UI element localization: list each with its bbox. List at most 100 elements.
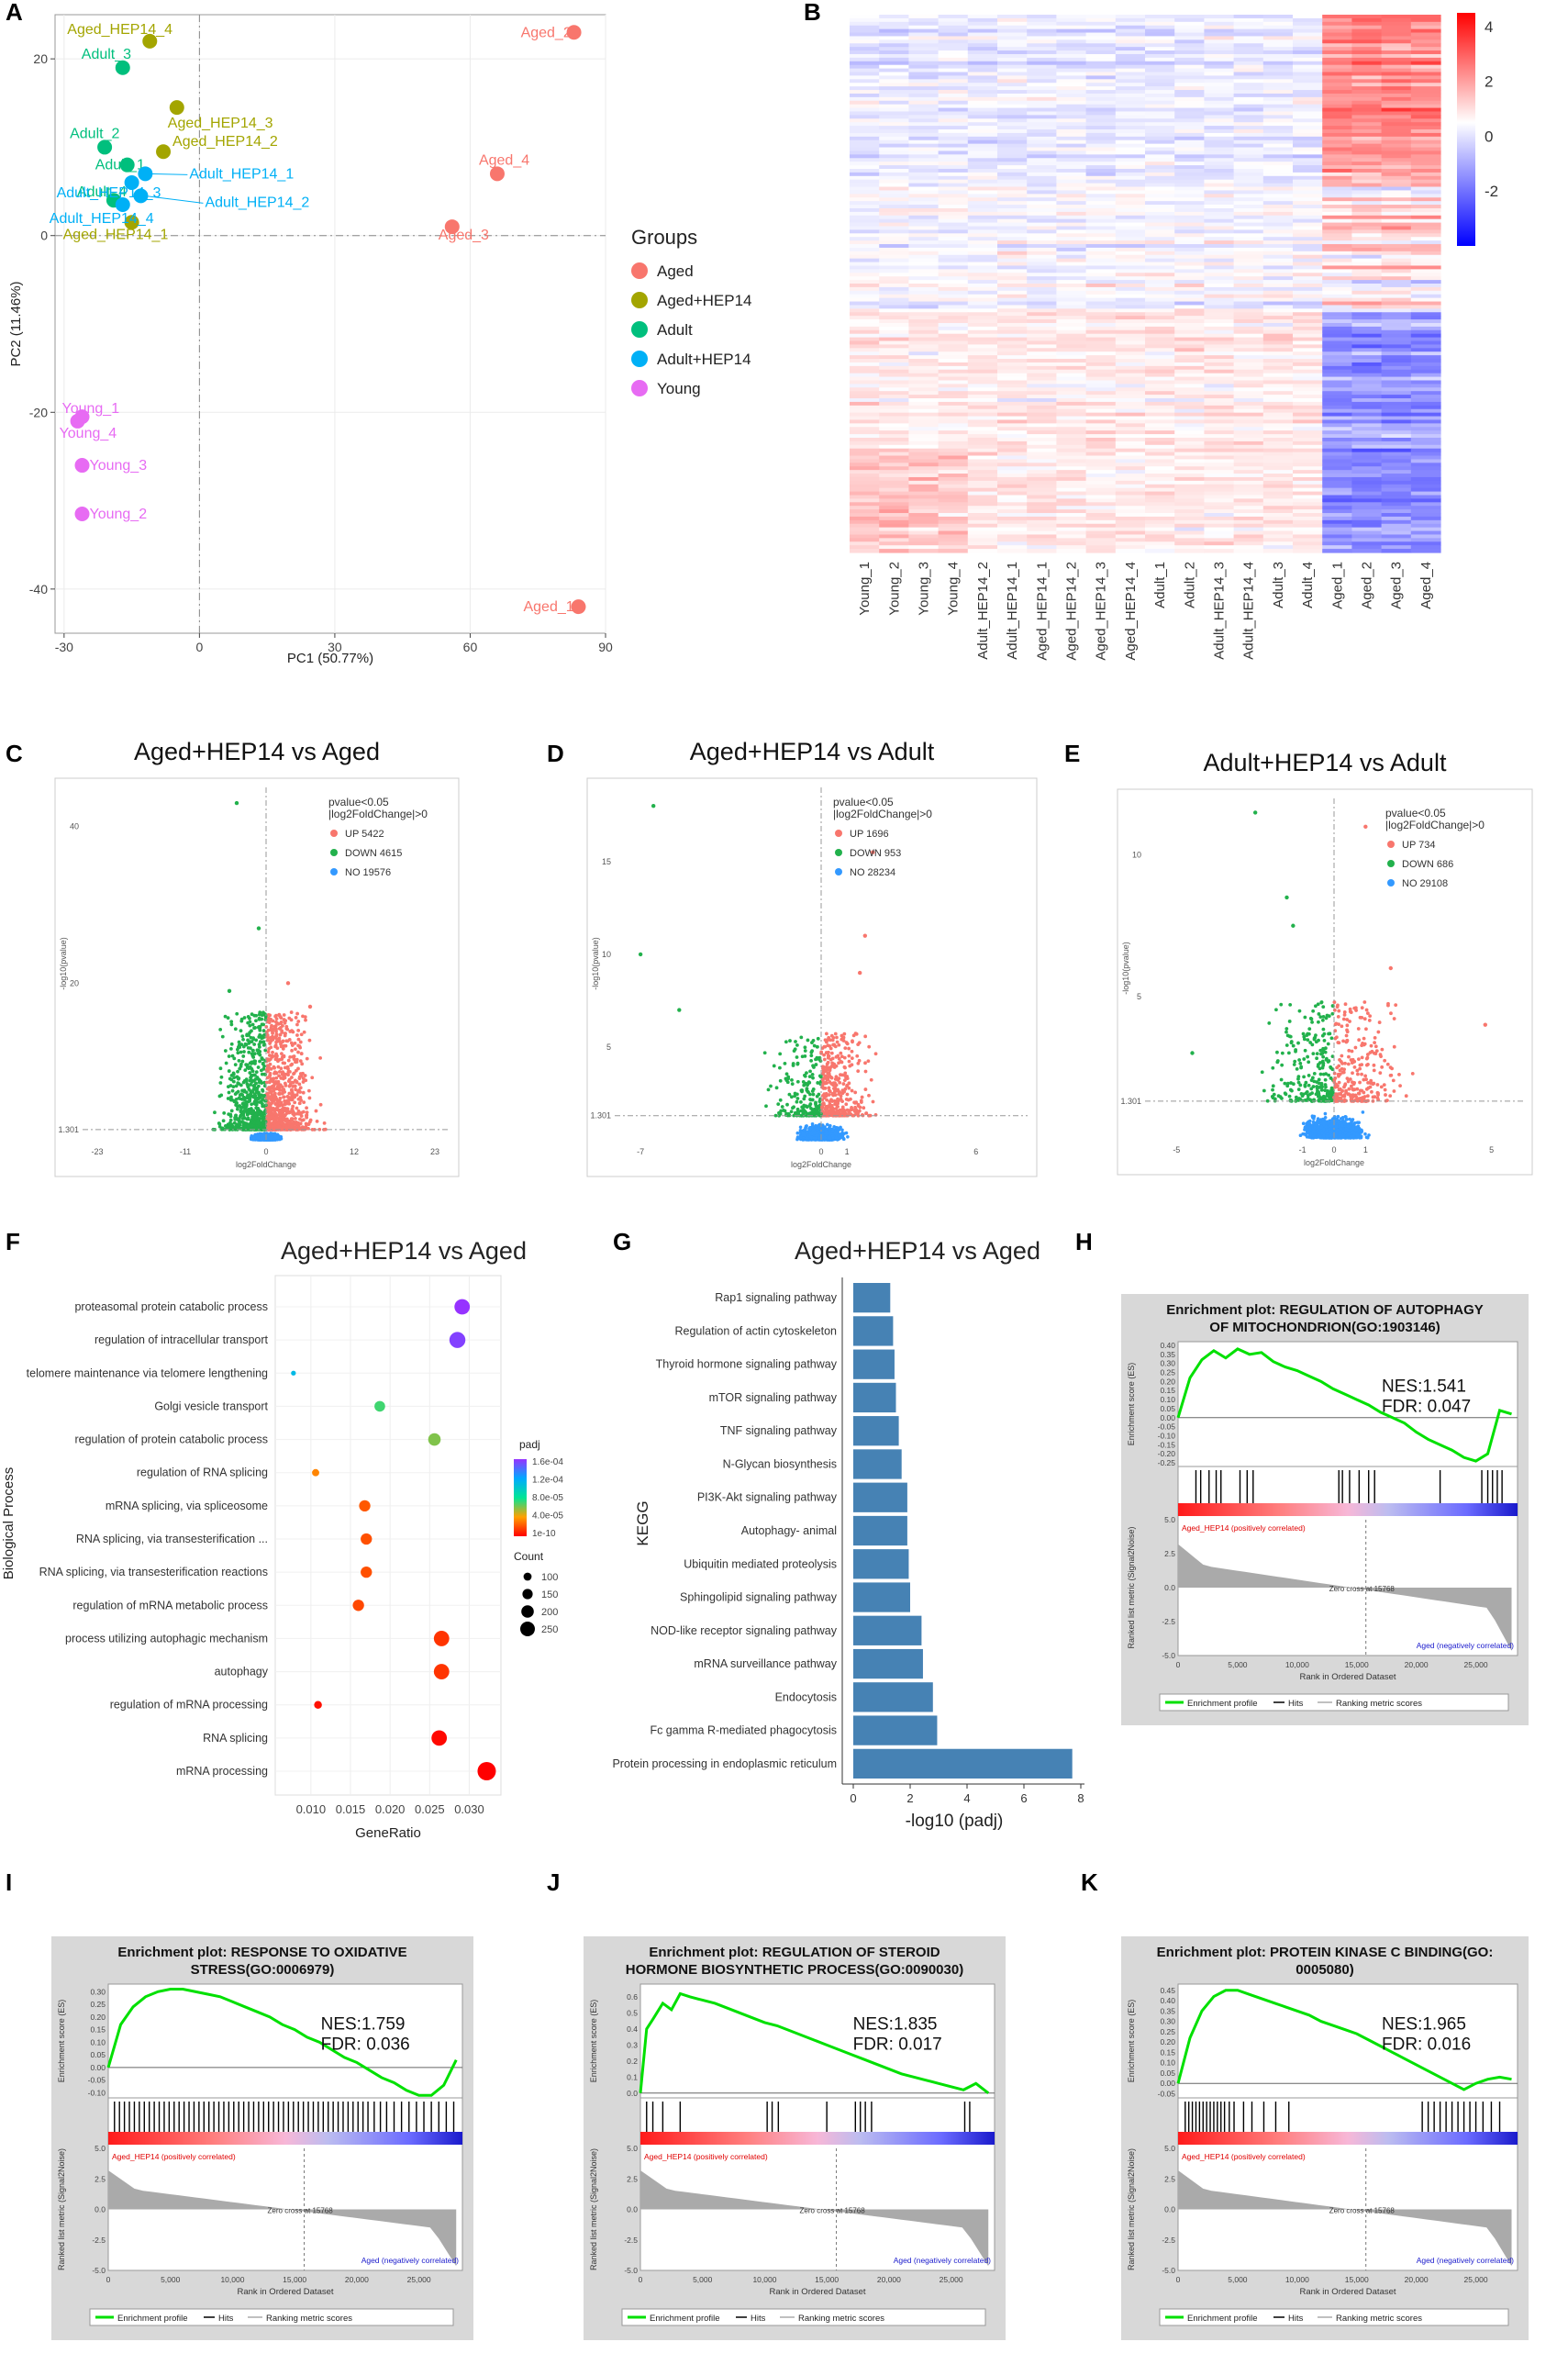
pca-point-label: Adult_HEP14_4 xyxy=(50,211,154,227)
heatmap-cell xyxy=(1115,384,1146,388)
heatmap-cell xyxy=(1233,294,1264,299)
heatmap-cell xyxy=(1262,273,1294,277)
heatmap-cell xyxy=(1174,233,1205,238)
heatmap-cell xyxy=(1293,280,1323,284)
heatmap-cell xyxy=(1381,244,1412,249)
heatmap-cell xyxy=(1115,466,1146,471)
heatmap-cell xyxy=(1204,487,1235,493)
pca-point xyxy=(142,33,158,49)
heatmap-cell xyxy=(1085,387,1117,392)
heatmap-cell xyxy=(938,384,969,388)
heatmap-cell xyxy=(1381,316,1412,320)
heatmap-cell xyxy=(997,423,1028,428)
heatmap-cell xyxy=(1351,284,1383,288)
heatmap-cell xyxy=(1056,165,1087,170)
heatmap-cell xyxy=(1233,365,1264,371)
heatmap-cell xyxy=(1322,168,1352,173)
volcano-point-sig xyxy=(229,1109,234,1113)
heatmap-cell xyxy=(1351,359,1383,363)
heatmap-cell xyxy=(997,162,1028,166)
heatmap-cell xyxy=(1145,154,1175,159)
heatmap-cell xyxy=(1381,408,1412,414)
heatmap-cell xyxy=(1233,495,1264,499)
heatmap-cell xyxy=(1056,376,1087,382)
heatmap-cell xyxy=(1174,333,1205,339)
heatmap-cell xyxy=(1085,218,1117,224)
heatmap-cell xyxy=(908,440,940,446)
heatmap-cell xyxy=(1322,83,1352,87)
heatmap-cell xyxy=(1262,329,1294,335)
heatmap-cell xyxy=(967,143,998,149)
heatmap-cell xyxy=(1381,215,1412,220)
heatmap-cell xyxy=(997,316,1028,320)
heatmap-cell xyxy=(1233,391,1264,396)
heatmap-cell xyxy=(1174,391,1205,396)
heatmap-cell xyxy=(1085,297,1117,303)
heatmap-cell xyxy=(997,247,1028,252)
heatmap-cell xyxy=(1056,50,1087,55)
heatmap-cell xyxy=(1085,115,1117,119)
heatmap-cell xyxy=(1322,262,1352,267)
volcano-point-sig xyxy=(290,1048,294,1053)
heatmap-cell xyxy=(1115,308,1146,313)
heatmap-cell xyxy=(1174,412,1205,418)
heatmap-cell xyxy=(1262,398,1294,403)
heatmap-cell xyxy=(1085,476,1117,482)
heatmap-cell xyxy=(1145,416,1175,421)
volcano-point-ns xyxy=(254,1133,258,1138)
heatmap-cell xyxy=(1410,359,1441,363)
heatmap-cell xyxy=(1204,96,1235,102)
heatmap-cell xyxy=(1085,545,1117,550)
heatmap-cell xyxy=(1085,395,1117,399)
heatmap-cell xyxy=(1262,183,1294,188)
heatmap-cell xyxy=(1293,68,1323,73)
heatmap-cell xyxy=(1293,322,1323,328)
heatmap-cell xyxy=(1293,384,1323,388)
heatmap-cell xyxy=(1027,506,1057,510)
heatmap-cell xyxy=(938,86,969,91)
volcano-point-sig xyxy=(229,1022,234,1027)
heatmap-cell xyxy=(997,348,1028,352)
heatmap-cell xyxy=(1351,93,1383,98)
heatmap-cell xyxy=(1027,132,1057,138)
heatmap-cell xyxy=(1145,233,1175,238)
heatmap-cell xyxy=(1381,126,1412,130)
heatmap-cell xyxy=(1056,136,1087,141)
heatmap-cell xyxy=(1204,136,1235,141)
heatmap-cell xyxy=(1410,237,1441,241)
heatmap-cell xyxy=(1115,273,1146,277)
heatmap-cell xyxy=(967,455,998,461)
heatmap-cell xyxy=(1233,273,1264,277)
heatmap-cell xyxy=(850,284,880,288)
heatmap-cell xyxy=(850,107,880,113)
heatmap-cell xyxy=(938,351,969,356)
heatmap-cell xyxy=(1293,459,1323,463)
heatmap-cell xyxy=(967,384,998,388)
heatmap-cell xyxy=(997,258,1028,263)
heatmap-cell xyxy=(1174,229,1205,234)
heatmap-cell xyxy=(1293,39,1323,44)
heatmap-cell xyxy=(1027,297,1057,303)
heatmap-cell xyxy=(1351,448,1383,453)
heatmap-cell xyxy=(1056,498,1087,503)
heatmap-cell xyxy=(879,28,909,34)
heatmap-cell xyxy=(1233,312,1264,317)
heatmap-cell xyxy=(908,118,940,123)
pca-legend-label: Aged+HEP14 xyxy=(657,292,752,309)
heatmap-cell xyxy=(938,530,969,536)
heatmap-cell xyxy=(1351,502,1383,507)
heatmap-cell xyxy=(938,262,969,267)
heatmap-cell xyxy=(1410,434,1441,439)
heatmap-cell xyxy=(908,273,940,277)
heatmap-cell xyxy=(1233,516,1264,521)
heatmap-cell xyxy=(1056,205,1087,209)
heatmap-cell xyxy=(1115,244,1146,249)
heatmap-cell xyxy=(1293,549,1323,553)
heatmap-cell xyxy=(1174,448,1205,453)
heatmap-cell xyxy=(1204,530,1235,536)
heatmap-cell xyxy=(850,519,880,525)
heatmap-cell xyxy=(1381,53,1412,59)
heatmap-cell xyxy=(1027,348,1057,352)
heatmap-cell xyxy=(1145,53,1175,59)
heatmap-cell xyxy=(1115,365,1146,371)
